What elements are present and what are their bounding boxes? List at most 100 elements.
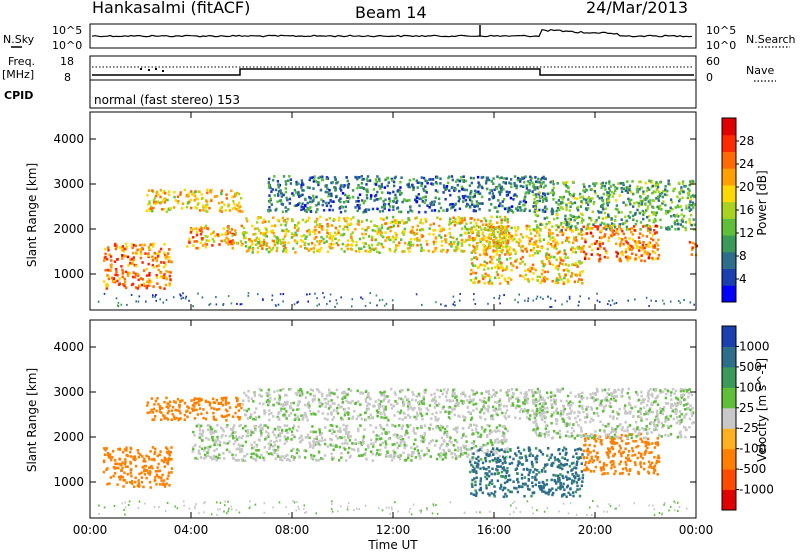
echo-cell — [423, 189, 426, 193]
echo-cell — [428, 428, 431, 431]
echo-cell — [121, 272, 124, 275]
echo-cell — [130, 243, 134, 246]
echo-cell — [204, 400, 208, 403]
echo-cell — [521, 255, 524, 259]
echo-cell — [168, 400, 172, 404]
echo-cell — [454, 454, 458, 458]
echo-cell — [123, 277, 126, 281]
echo-cell — [372, 442, 375, 446]
echo-cell — [210, 199, 213, 202]
echo-cell — [273, 451, 276, 454]
echo-cell — [688, 203, 691, 206]
echo-cell — [250, 443, 253, 447]
echo-cell — [473, 218, 476, 222]
echo-cell — [268, 447, 271, 450]
echo-cell — [510, 185, 513, 189]
echo-cell — [320, 246, 323, 250]
echo-cell — [304, 197, 307, 201]
echo-cell — [126, 274, 130, 277]
echo-cell — [452, 388, 455, 392]
echo-cell — [609, 234, 613, 237]
echo-cell — [185, 205, 189, 209]
echo-cell — [538, 181, 541, 184]
echo-cell — [309, 210, 313, 213]
echo-cell — [116, 279, 119, 283]
echo-cell — [344, 209, 347, 213]
echo-cell — [166, 418, 170, 421]
power-echoes — [97, 175, 698, 308]
echo-cell — [357, 199, 360, 203]
echo-cell — [160, 406, 164, 410]
echo-cell — [296, 429, 299, 432]
echo-cell — [420, 197, 423, 201]
echo-cell — [277, 184, 281, 187]
echo-cell — [514, 252, 517, 256]
echo-cell — [502, 449, 505, 452]
echo-cell — [646, 207, 649, 211]
echo-cell — [498, 191, 502, 194]
echo-cell — [548, 233, 552, 236]
echo-cell — [382, 235, 385, 239]
echo-cell — [308, 195, 311, 199]
echo-cell — [536, 245, 540, 249]
echo-cell — [403, 221, 406, 225]
echo-cell — [614, 207, 618, 211]
echo-cell — [539, 240, 542, 243]
echo-cell — [231, 456, 235, 460]
echo-cell — [657, 190, 661, 194]
echo-cell — [557, 272, 561, 276]
echo-cell — [374, 193, 378, 197]
echo-cell — [434, 196, 437, 200]
echo-cell — [220, 397, 223, 400]
echo-cell — [419, 221, 422, 224]
echo-cell — [150, 408, 153, 412]
echo-cell — [522, 199, 525, 203]
echo-cell — [412, 186, 415, 189]
echo-cell — [267, 181, 270, 184]
echo-cell — [508, 248, 511, 252]
echo-cell — [680, 189, 684, 192]
echo-cell — [337, 219, 341, 222]
echo-cell — [379, 187, 382, 190]
echo-cell — [344, 392, 347, 395]
echo-cell — [364, 188, 368, 191]
echo-cell — [381, 441, 385, 445]
echo-cell — [477, 234, 481, 238]
echo-cell — [435, 404, 439, 407]
echo-cell — [395, 219, 398, 222]
echo-cell — [688, 221, 691, 224]
echo-cell — [387, 400, 390, 404]
echo-cell — [568, 220, 572, 223]
echo-cell — [377, 230, 380, 234]
echo-cell — [449, 193, 452, 197]
echo-cell — [397, 397, 401, 400]
echo-cell — [407, 184, 410, 187]
echo-cell — [120, 469, 123, 472]
echo-cell — [297, 227, 300, 230]
echo-cell — [220, 426, 223, 430]
echo-cell — [147, 189, 151, 192]
echo-cell — [231, 239, 234, 242]
echo-cell — [410, 446, 413, 449]
echo-cell — [585, 227, 588, 231]
echo-cell — [480, 392, 483, 395]
echo-cell — [265, 235, 269, 238]
echo-cell — [687, 192, 691, 195]
echo-cell — [560, 278, 563, 281]
echo-cell — [368, 396, 371, 399]
echo-cell — [387, 238, 390, 241]
echo-cell — [438, 395, 441, 399]
echo-cell — [510, 205, 514, 208]
echo-cell — [550, 255, 553, 259]
ground-scatter-cell — [487, 302, 489, 305]
echo-cell — [176, 195, 180, 198]
echo-cell — [331, 239, 334, 242]
echo-cell — [531, 409, 534, 412]
echo-cell — [369, 397, 372, 401]
echo-cell — [286, 453, 289, 457]
echo-cell — [460, 239, 463, 242]
echo-cell — [663, 193, 667, 196]
echo-cell — [163, 265, 166, 269]
echo-cell — [390, 407, 394, 410]
echo-cell — [276, 218, 280, 222]
